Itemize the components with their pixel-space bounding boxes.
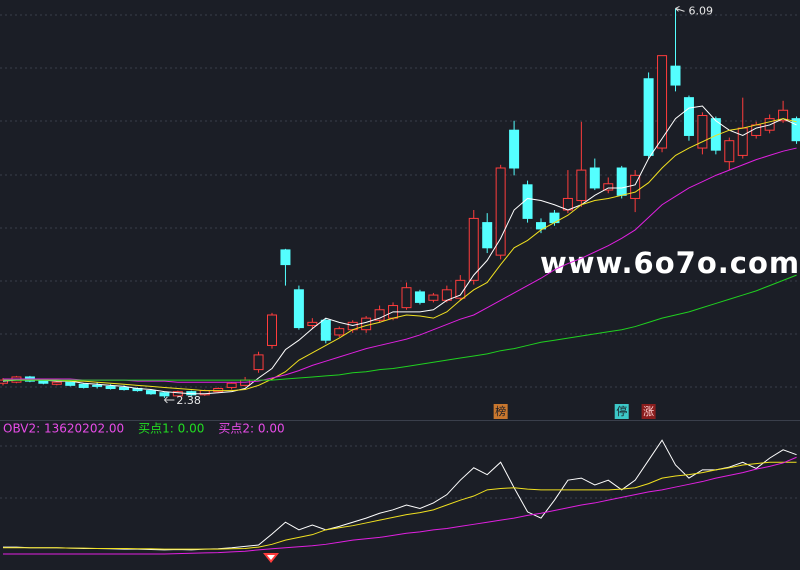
badge — [614, 404, 629, 419]
candle-body — [778, 109, 789, 122]
candle-body — [683, 97, 694, 136]
watermark: www.6o7o.com — [540, 246, 800, 280]
candle-body — [213, 388, 224, 393]
candle-body — [414, 291, 425, 303]
candle-body — [374, 309, 385, 321]
indicator-line — [3, 274, 797, 381]
candle-body — [670, 65, 681, 86]
candle-body — [522, 184, 533, 219]
badge-label: 涨 — [643, 405, 654, 418]
buy-marker-inner — [267, 555, 275, 560]
candle-body — [428, 294, 439, 301]
candle-body — [293, 289, 304, 329]
candle-body — [468, 217, 479, 281]
legend-entry: 买点2: 0.00 — [218, 422, 284, 436]
candle-body — [145, 390, 156, 395]
candle-body — [119, 386, 130, 391]
candle-body — [11, 376, 22, 383]
low-arrow — [164, 396, 175, 404]
badge — [641, 404, 656, 419]
badge-label: 榜 — [495, 404, 506, 418]
candle-body — [334, 328, 345, 336]
candle-body — [455, 279, 466, 299]
candle-body — [509, 129, 520, 169]
candle-body — [630, 174, 641, 199]
indicator-line — [3, 461, 797, 550]
candle-body — [495, 167, 506, 256]
candle-body — [737, 127, 748, 156]
badge — [493, 404, 508, 419]
candle-body — [307, 321, 318, 327]
candle-body — [697, 115, 708, 149]
candle-body — [482, 222, 493, 249]
legend-entry: OBV2: 13620202.00 — [3, 422, 124, 436]
candle-body — [172, 391, 183, 397]
indicator-line — [3, 147, 797, 383]
candle-body — [320, 319, 331, 341]
candle-body — [603, 183, 614, 191]
legend-entry: 买点1: 0.00 — [138, 422, 204, 436]
candle-body — [361, 317, 372, 331]
candle-body — [92, 384, 103, 387]
indicator-line — [3, 118, 797, 392]
candle-body — [710, 118, 721, 151]
candle-body — [65, 381, 76, 386]
candle-body — [643, 78, 654, 156]
indicator-line — [3, 456, 797, 555]
candle-body — [159, 392, 170, 397]
candle-body — [51, 381, 62, 385]
buy-signal — [263, 553, 279, 563]
candle-body — [401, 287, 412, 309]
candle-body — [280, 249, 291, 266]
badge-label: 停 — [616, 404, 627, 418]
candle-body — [576, 169, 587, 202]
candle-body — [724, 140, 735, 163]
candle-body — [253, 354, 264, 371]
candle-body — [240, 379, 251, 386]
candle-body — [226, 382, 237, 388]
high-label: 6.09 — [689, 4, 714, 17]
candle-body — [78, 383, 89, 388]
candle-body — [267, 314, 277, 346]
high-arrow — [675, 5, 685, 12]
candle-body — [589, 167, 600, 189]
candle-body — [657, 55, 668, 149]
candle-body — [616, 167, 627, 196]
indicator-line — [2, 105, 797, 395]
candle-body — [105, 385, 116, 389]
candle-body — [791, 118, 800, 142]
low-label: 2.38 — [176, 394, 201, 407]
candle-body — [536, 222, 546, 230]
